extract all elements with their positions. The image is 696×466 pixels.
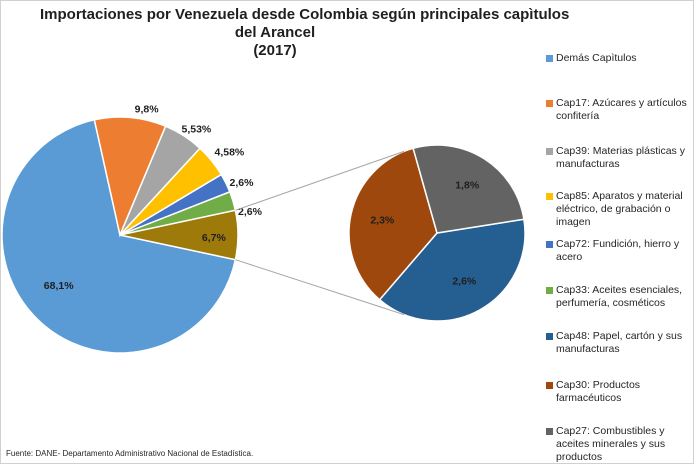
chart-title-line-2: del Arancel — [234, 24, 316, 41]
secondary-pie-slice-2 — [412, 144, 525, 234]
secondary-pie-label-2: 1,8% — [455, 180, 480, 192]
legend-swatch — [546, 241, 553, 248]
chart-title-line-3: (2017) — [253, 42, 297, 59]
chart-legend: Demás Capìtulos Cap17: Azúcares y artícul… — [546, 0, 694, 466]
legend-swatch — [546, 382, 553, 389]
legend-label: Cap48: Papel, cartón y sus manufacturas — [556, 330, 683, 355]
legend-swatch — [546, 428, 553, 435]
secondary-pie-label-1: 2,3% — [370, 215, 395, 227]
legend-label: Cap85: Aparatos y material eléctrico, de… — [556, 190, 683, 228]
legend-label: Cap17: Azúcares y artículos confitería — [556, 97, 687, 122]
legend-swatch — [546, 100, 553, 107]
legend-label: Cap33: Aceites esenciales, perfumería, c… — [556, 284, 683, 309]
legend-label: Demás Capìtulos — [556, 52, 637, 64]
main-pie-label-1: 9,8% — [135, 104, 160, 116]
main-pie-label-0: 68,1% — [44, 280, 74, 292]
main-pie-label-4: 2,6% — [230, 177, 255, 189]
legend-label: Cap30: Productos farmacéuticos — [556, 379, 641, 404]
main-pie-label-3: 4,58% — [215, 146, 245, 158]
legend-swatch — [546, 55, 553, 62]
connector-line-0 — [235, 150, 405, 211]
main-pie-slice-0 — [1, 118, 237, 354]
main-pie-label-5: 2,6% — [238, 206, 263, 218]
legend-swatch — [546, 193, 553, 200]
legend-swatch — [546, 333, 553, 340]
main-pie-slice-1 — [93, 116, 167, 238]
main-pie-slice-6 — [119, 209, 239, 261]
connector-line-1 — [235, 259, 405, 316]
main-pie-label-2: 5,53% — [182, 124, 212, 136]
pie-of-pie-chart: 68,1% 9,8% 5,53%4,58% 2,6% 2,6% 6,7% 2,6% 2,3% 1… — [1, 104, 526, 354]
main-pie-label-6: 6,7% — [202, 232, 227, 244]
secondary-pie-label-0: 2,6% — [452, 276, 477, 288]
secondary-pie-slice-1 — [348, 147, 438, 301]
source-note: Fuente: DANE- Departamento Administrativ… — [6, 449, 254, 458]
legend-label: Cap27: Combustibles y aceites minerales … — [556, 425, 666, 463]
legend-swatch — [546, 287, 553, 294]
legend-label: Cap72: Fundición, hierro y acero — [556, 238, 680, 263]
chart-title-line-1: Importaciones por Venezuela desde Colomb… — [40, 6, 570, 23]
legend-swatch — [546, 148, 553, 155]
legend-label: Cap39: Materias plásticas y manufacturas — [556, 145, 685, 170]
